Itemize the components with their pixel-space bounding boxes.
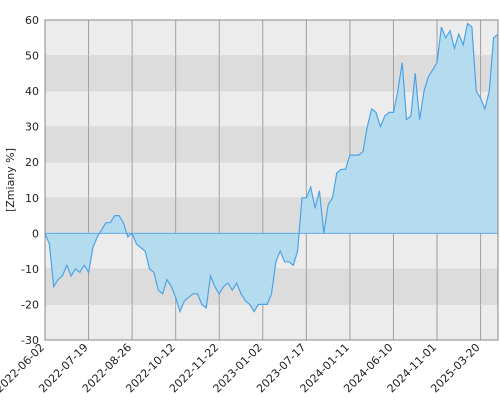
band	[45, 55, 498, 92]
y-tick-label: -10	[21, 263, 39, 276]
y-tick-label: 40	[25, 85, 39, 98]
y-tick-label: 30	[25, 121, 39, 134]
band	[45, 20, 498, 56]
y-tick-label: 10	[25, 192, 39, 205]
y-tick-label: 60	[25, 14, 39, 27]
y-tick-label: 20	[25, 156, 39, 169]
plot-border	[44, 19, 499, 341]
line	[44, 22, 499, 314]
y-tick-label: -20	[21, 298, 39, 311]
y-axis-label: [Zmiany %]	[4, 148, 17, 212]
y-tick-label: 0	[32, 227, 39, 240]
y-tick-label: 50	[25, 50, 39, 63]
area	[45, 23, 498, 312]
y-tick-label: -30	[21, 334, 39, 347]
band	[45, 304, 498, 340]
